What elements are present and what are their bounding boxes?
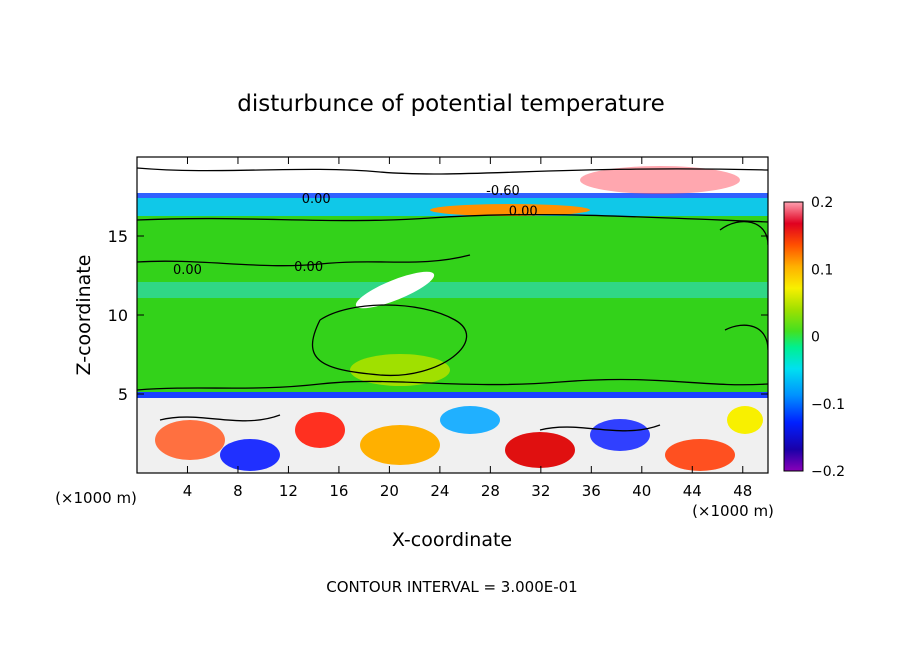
x-tick-label: 24 [430,482,449,500]
x-tick-label: 44 [683,482,702,500]
x-tick-label: 36 [582,482,601,500]
contour-label: -0.60 [486,184,520,199]
y-tick-label: 5 [118,385,128,404]
x-tick-label: 20 [380,482,399,500]
plot-area [137,157,768,473]
x-tick-label: 28 [481,482,500,500]
x-axis-label: X-coordinate [392,529,512,551]
x-tick-label: 48 [733,482,752,500]
colorbar-tick-label: 0.1 [811,262,833,278]
contour-label: 0.00 [509,205,538,220]
contour-labels: 0.00 -0.60 0.00 0.00 0.00 [173,184,538,278]
field-blobs [150,163,763,471]
x-tick-label: 16 [329,482,348,500]
contour-lines [137,167,768,432]
field-tropopause-blue [137,193,768,198]
field-main [137,213,768,396]
chart-title: disturbunce of potential temperature [237,91,665,117]
colorbar [783,201,804,472]
contour-label: 0.00 [302,192,331,207]
y-ticks: 5 10 15 [108,227,768,404]
colorbar-tick-label: 0 [811,330,820,346]
x-tick-label: 32 [531,482,550,500]
x-ticks: 4 8 12 16 20 24 28 32 36 40 44 48 [183,157,752,500]
x-tick-label: 12 [279,482,298,500]
contour-interval-footer: CONTOUR INTERVAL = 3.000E-01 [326,578,577,596]
x-unit-right: (×1000 m) [692,502,774,520]
colorbar-tick-label: −0.1 [811,397,845,413]
contour-label: 0.00 [294,260,323,275]
x-tick-label: 40 [632,482,651,500]
x-unit-left: (×1000 m) [55,489,137,507]
field-surface-edge [137,392,768,398]
colorbar-tick-label: −0.2 [811,464,845,480]
y-tick-label: 15 [108,227,128,246]
x-tick-label: 4 [183,482,193,500]
y-tick-label: 10 [108,306,128,325]
colorbar-tick-label: 0.2 [811,195,833,211]
contour-label: 0.00 [173,263,202,278]
y-axis-label: Z-coordinate [73,255,95,376]
x-tick-label: 8 [233,482,243,500]
colorbar-ticks: 0.2 0.1 0 −0.1 −0.2 [811,195,845,480]
field-mid-cyan [137,282,768,298]
